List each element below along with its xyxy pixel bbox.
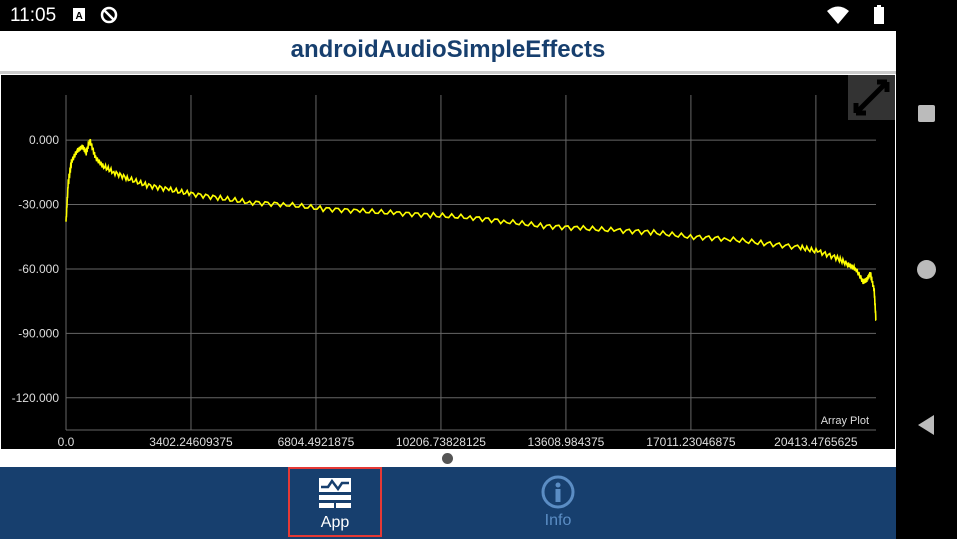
x-tick-label: 17011.23046875 xyxy=(646,435,736,449)
expand-icon[interactable] xyxy=(848,75,895,120)
a-notification-icon: A xyxy=(73,8,85,22)
app-plot-icon xyxy=(319,478,351,508)
system-nav-bar xyxy=(896,0,957,539)
home-button[interactable] xyxy=(917,260,936,279)
spectrum-chart: 0.0 3402.24609375 6804.4921875 10206.738281… xyxy=(12,95,877,449)
y-tick-label: -60.000 xyxy=(18,262,59,276)
wifi-icon xyxy=(827,6,849,24)
y-tick-label: -120.000 xyxy=(12,391,60,405)
recents-button[interactable] xyxy=(918,105,935,122)
x-tick-label: 0.0 xyxy=(58,435,75,449)
x-tick-label: 13608.984375 xyxy=(528,435,605,449)
x-tick-label: 6804.4921875 xyxy=(278,435,355,449)
spectrum-line xyxy=(65,138,877,322)
tab-info-label: Info xyxy=(544,512,572,529)
tab-info[interactable]: Info xyxy=(511,467,605,537)
page-title: androidAudioSimpleEffects xyxy=(290,36,606,63)
bottom-nav: App Info xyxy=(0,467,896,539)
y-tick-label: -90.000 xyxy=(18,326,59,340)
plot-label: Array Plot xyxy=(821,415,869,427)
y-tick-label: 0.000 xyxy=(29,133,59,147)
clock: 11:05 xyxy=(10,5,57,26)
svg-text:A: A xyxy=(76,11,83,22)
y-tick-label: -30.000 xyxy=(18,198,59,212)
tab-app-label: App xyxy=(320,514,350,531)
x-tick-label: 10206.73828125 xyxy=(396,435,486,449)
page-indicator[interactable] xyxy=(442,453,453,464)
array-plot[interactable]: 0.0 3402.24609375 6804.4921875 10206.738281… xyxy=(1,75,895,449)
tab-app[interactable]: App xyxy=(288,467,382,537)
circle-slash-icon xyxy=(100,6,118,24)
battery-icon xyxy=(874,5,884,24)
back-button[interactable] xyxy=(916,414,936,436)
divider xyxy=(0,71,896,74)
status-bar: 11:05 A xyxy=(0,0,896,31)
info-icon xyxy=(541,475,575,509)
x-tick-label: 20413.4765625 xyxy=(774,435,858,449)
x-tick-label: 3402.24609375 xyxy=(149,435,233,449)
